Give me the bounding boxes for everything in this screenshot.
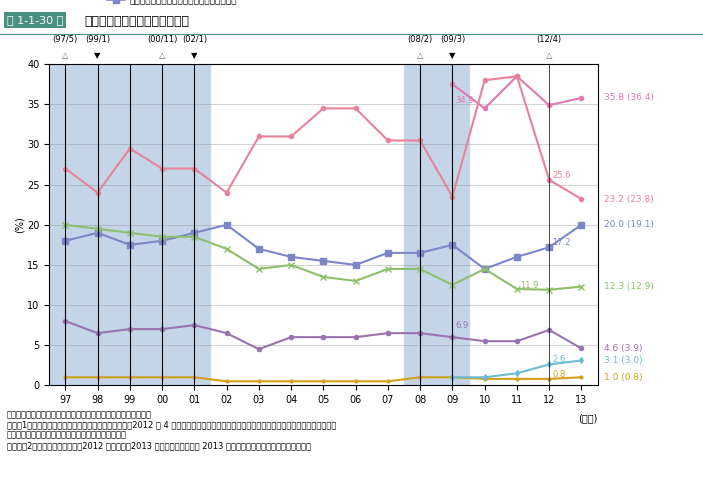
Bar — [404, 64, 468, 385]
Text: 2.6: 2.6 — [553, 356, 566, 365]
Text: (00/11): (00/11) — [147, 35, 177, 44]
Text: 20.0 (19.1): 20.0 (19.1) — [604, 220, 654, 229]
Text: 35.8 (36.4): 35.8 (36.4) — [604, 93, 654, 102]
Text: 12.3 (12.9): 12.3 (12.9) — [604, 282, 654, 291]
Y-axis label: (%): (%) — [14, 216, 24, 233]
Text: △: △ — [417, 51, 423, 60]
Text: 1.0 (0.8): 1.0 (0.8) — [604, 373, 643, 382]
Text: ▼: ▼ — [94, 51, 101, 60]
Text: 第 1-1-30 図: 第 1-1-30 図 — [7, 15, 63, 25]
Text: 3.1 (3.0): 3.1 (3.0) — [604, 356, 643, 365]
Text: (年度): (年度) — [578, 413, 598, 423]
Text: (09/3): (09/3) — [440, 35, 465, 44]
Text: 6.9: 6.9 — [456, 321, 469, 330]
Text: △: △ — [159, 51, 165, 60]
Text: 資料：（株）日本政策金融公庫「中小製造業設備投資動向調査」
（注）1．シャドー部分は景気後退期を示す。ただし、2012 年 4 月に暫定の山が設定されたが、それ: 資料：（株）日本政策金融公庫「中小製造業設備投資動向調査」 （注）1．シャドー部… — [7, 410, 337, 450]
Text: 4.6 (3.9): 4.6 (3.9) — [604, 344, 643, 353]
Text: △: △ — [546, 51, 553, 60]
Bar — [146, 64, 210, 385]
Text: ▼: ▼ — [449, 51, 456, 60]
Text: 0.8: 0.8 — [553, 370, 566, 379]
Text: △: △ — [62, 51, 69, 60]
Text: (97/5): (97/5) — [53, 35, 78, 44]
Text: 25.6: 25.6 — [553, 171, 571, 180]
Text: ▼: ▼ — [191, 51, 198, 60]
Text: 34.9: 34.9 — [456, 96, 474, 105]
Text: (08/2): (08/2) — [408, 35, 433, 44]
Bar — [49, 64, 114, 385]
Text: (12/4): (12/4) — [536, 35, 562, 44]
Text: 11.9: 11.9 — [520, 281, 538, 290]
Text: 設備投資の目的別構成比の推移: 設備投資の目的別構成比の推移 — [84, 15, 189, 28]
Bar — [114, 64, 146, 385]
Text: (02/1): (02/1) — [182, 35, 207, 44]
Text: 23.2 (23.8): 23.2 (23.8) — [604, 195, 654, 204]
Text: 17.2: 17.2 — [553, 238, 571, 247]
Text: (99/1): (99/1) — [85, 35, 110, 44]
Legend: 能力拡充, 省力化・合理化, 新製品の生産、新規事業への進出、研究開発, 公害防止, 更新、維持・補修, 省エネルギー, その他: 能力拡充, 省力化・合理化, 新製品の生産、新規事業への進出、研究開発, 公害防… — [103, 0, 379, 9]
